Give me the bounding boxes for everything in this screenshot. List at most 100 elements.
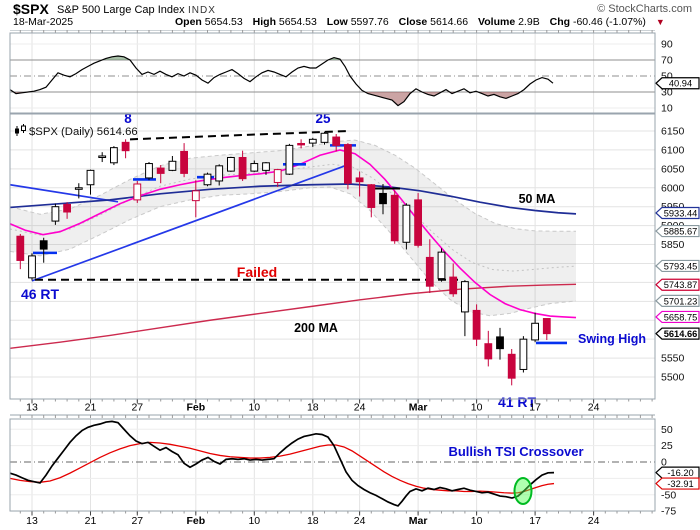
price-callout-5701.23: 5701.23 (655, 294, 700, 307)
chart-date: 18-Mar-2025 (13, 16, 74, 28)
exchange-tag: INDX (188, 5, 216, 16)
tsi-signal-line (9, 441, 555, 494)
candle-mar-7 (461, 280, 469, 337)
annotation-8: 8 (124, 111, 132, 126)
candle-jan-10 (16, 233, 25, 270)
x-axis: 13 13 21 21 27 27 Feb Feb 10 10 18 18 24 24 Mar Mar 10 10… (9, 29, 656, 527)
price-callout-5793.45: 5793.45 (655, 259, 700, 273)
chart-text: 5793.45 (664, 261, 698, 271)
tsi-axis-label: 25 (661, 440, 673, 452)
x-tick-label: 24 (354, 402, 366, 414)
chart-text: -32.91 (667, 479, 693, 489)
price-axis-label: 5500 (661, 372, 685, 384)
chart-text: 5933.44 (664, 208, 698, 218)
x-tick-label: 13 (26, 402, 38, 414)
symbol-name: S&P 500 Large Cap Index (57, 4, 185, 16)
candle-jan-14 (39, 237, 48, 263)
candle-feb-12 (273, 168, 282, 188)
candle-feb-4 (203, 172, 212, 187)
candle-mar-14 (519, 336, 528, 373)
price-axis-label: 5850 (661, 239, 685, 251)
price-panel: 8 25 Failed 46 RT 41 RT Swing High 50 MA 200 MA… (9, 111, 700, 410)
candle-jan-24 (121, 139, 130, 159)
price-callout-5658.75: 5658.75 (655, 310, 700, 324)
annotation-50-ma: 50 MA (519, 192, 556, 206)
x-tick-label: 17 (529, 402, 541, 414)
candle-jan-30 (168, 155, 177, 172)
x-tick-label: 17 (529, 515, 541, 527)
close-value: 5614.66 (430, 16, 469, 28)
x-tick-label: 10 (248, 402, 260, 414)
chart-text: 5885.67 (664, 226, 698, 236)
candle-jan-23 (110, 146, 118, 166)
close-label: Close (398, 16, 428, 28)
candle-mar-4 (425, 239, 434, 293)
tsi-axis-label: 0 (661, 457, 667, 469)
tsi-callout--32.91: -32.91 (655, 477, 700, 490)
chart-text: 5743.87 (664, 280, 698, 290)
x-tick-label: 10 (471, 515, 483, 527)
panel-border-0 (9, 32, 656, 114)
x-tick-label: 18 (307, 515, 319, 527)
chg-label: Chg (549, 16, 571, 28)
chart-title-note: $SPX (Daily) 5614.66 (29, 126, 138, 138)
price-axis-label: 6150 (661, 126, 685, 138)
low-label: Low (326, 16, 348, 28)
rsi-panel: 90 70 50 30 10 40.94 (9, 39, 700, 115)
price-callout-5933.44: 5933.44 (655, 206, 700, 220)
volume-label: Volume (478, 16, 516, 28)
symbol: $SPX (13, 1, 49, 17)
candle-mar-6 (449, 263, 458, 297)
ema20-line (9, 149, 577, 319)
candle-mar-11 (484, 330, 493, 367)
panel-border-1 (9, 113, 656, 400)
candle-feb-24 (355, 171, 364, 197)
x-tick-label: 24 (588, 402, 600, 414)
open-label: Open (175, 16, 202, 28)
x-tick-label: Mar (409, 515, 428, 527)
annotation-200-ma: 200 MA (294, 321, 338, 335)
candle-feb-10 (250, 160, 259, 172)
candle-mar-13 (507, 349, 516, 386)
tsi-panel: Bullish TSI Crossover 50 25 0 -50 -75 -16.20-3… (9, 420, 700, 518)
candle-feb-6 (227, 156, 235, 172)
chg-value: -60.46 (-1.07%) (572, 16, 646, 28)
candle-mar-3 (414, 193, 423, 248)
x-tick-label: 27 (131, 402, 143, 414)
candle-jan-15 (51, 203, 60, 225)
rsi-axis-label: 30 (661, 87, 673, 99)
candle-feb-28 (402, 203, 411, 250)
candle-feb-26 (379, 183, 387, 215)
annotation-46-rt: 46 RT (21, 286, 60, 302)
price-callout-5743.87: 5743.87 (655, 278, 700, 291)
low-value: 5597.76 (350, 16, 389, 28)
candle-jan-28 (145, 162, 153, 181)
price-callout-5614.66: 5614.66 (655, 327, 700, 340)
x-tick-label: 24 (588, 515, 600, 527)
rsi-oversold-fill (10, 92, 553, 106)
price-axis-label: 6100 (661, 144, 685, 156)
tsi-axis-label: 50 (661, 424, 673, 436)
high-value: 5654.53 (278, 16, 317, 28)
sharpchart-icon (15, 124, 26, 136)
candle-mar-18 (542, 318, 551, 341)
annotation-41-rt: 41 RT (498, 394, 537, 410)
x-tick-label: 18 (307, 402, 319, 414)
x-tick-label: Feb (186, 515, 205, 527)
x-tick-label: 21 (85, 515, 97, 527)
candle-feb-27 (390, 190, 399, 244)
annotation-swing-high: Swing High (578, 332, 646, 346)
annotation-25: 25 (315, 111, 331, 126)
volume-value: 2.9B (518, 16, 540, 28)
candle-jan-16 (63, 202, 72, 219)
price-axis-label: 6000 (661, 182, 685, 194)
candle-feb-19 (320, 131, 329, 145)
candle-mar-5 (437, 248, 446, 282)
candles (16, 131, 551, 386)
candle-jan-27 (133, 180, 142, 203)
chart-text: -16.20 (667, 468, 693, 478)
ohlc-row: Open 5654.53 High 5654.53 Low 5597.76 Cl… (175, 16, 665, 28)
x-tick-label: Feb (186, 402, 205, 414)
candle-feb-11 (262, 162, 270, 175)
